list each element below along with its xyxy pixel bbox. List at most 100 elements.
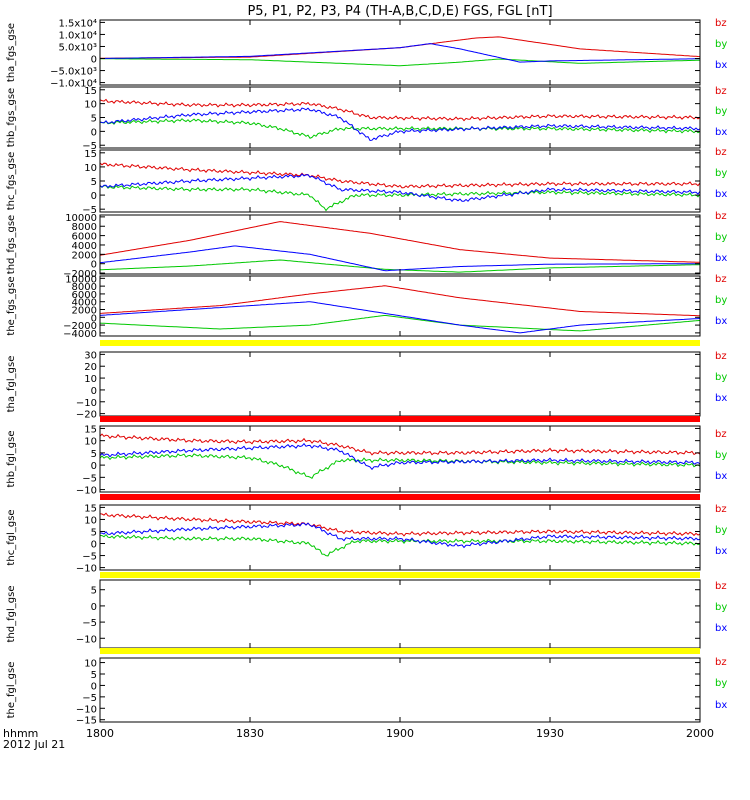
y-tick-label: −5.0x10³: [50, 67, 97, 78]
y-tick-label: 5: [91, 670, 97, 681]
legend-entry-bx: bx: [715, 127, 727, 138]
x-axis: 1800 1830 1900 1930 2000: [86, 727, 714, 740]
y-axis-label: tha_fgs_gse: [6, 23, 17, 82]
y-tick-label: −10: [76, 564, 97, 575]
y-tick-label: −10: [76, 486, 97, 497]
legend-entry-by: by: [715, 232, 727, 243]
legend-entry-bx: bx: [715, 393, 727, 404]
legend-entry-by: by: [715, 295, 727, 306]
y-tick-label: 10000: [65, 213, 97, 224]
y-tick-label: 0: [91, 386, 97, 397]
y-tick-label: −5: [82, 205, 97, 216]
legend-entry-bz: bz: [715, 211, 727, 222]
y-tick-label: 10000: [65, 274, 97, 285]
y-tick-label: 0: [91, 127, 97, 138]
panel-frame: [99, 504, 701, 571]
series-line-bx: [99, 522, 701, 549]
status-bar: [100, 648, 700, 654]
y-tick-label: 0: [91, 681, 97, 692]
series-line-bz: [99, 98, 701, 122]
status-bar: [100, 494, 700, 500]
legend-entry-by: by: [715, 450, 727, 461]
y-tick-label: 2000: [72, 250, 97, 261]
legend-entry-bx: bx: [715, 700, 727, 711]
y-tick-label: −5: [82, 618, 97, 629]
y-tick-label: 2000: [72, 306, 97, 317]
y-tick-label: 0: [91, 461, 97, 472]
y-axis-label: thc_fgs_gse: [6, 152, 17, 211]
y-tick-label: 6000: [72, 232, 97, 243]
y-tick-label: 10: [84, 100, 97, 111]
series-line-bx: [99, 442, 701, 471]
legend-entry-bz: bz: [715, 147, 727, 158]
legend-entry-bz: bz: [715, 18, 727, 29]
x-tick-label: 2000: [686, 727, 714, 740]
y-tick-label: −5: [82, 552, 97, 563]
series-line-bz: [99, 512, 701, 537]
legend-entry-bx: bx: [715, 316, 727, 327]
legend-entry-bx: bx: [715, 471, 727, 482]
y-axis-label: thb_fgs_gse: [6, 88, 17, 147]
y-tick-label: 5: [91, 449, 97, 460]
legend-entry-by: by: [715, 39, 727, 50]
y-tick-label: −1.0x10⁴: [50, 79, 97, 90]
legend-entry-bz: bz: [715, 657, 727, 668]
y-tick-label: 5: [91, 527, 97, 538]
y-tick-label: −2000: [63, 269, 97, 280]
y-tick-label: 0: [91, 602, 97, 613]
y-tick-label: 10: [84, 163, 97, 174]
y-tick-label: 8000: [72, 282, 97, 293]
y-tick-label: −5: [82, 693, 97, 704]
y-tick-label: 15: [84, 86, 97, 97]
series-line-by: [99, 533, 701, 557]
y-tick-label: 5: [91, 586, 97, 597]
y-tick-label: 15: [84, 149, 97, 160]
y-tick-label: 8000: [72, 222, 97, 233]
legend-entry-by: by: [715, 168, 727, 179]
panel-frame: [99, 579, 701, 649]
y-tick-label: −5: [82, 141, 97, 152]
series-line-bz: [99, 221, 701, 263]
y-tick-label: 30: [84, 350, 97, 361]
y-axis-label: thd_fgs_gse: [6, 215, 17, 274]
y-tick-label: −2000: [63, 321, 97, 332]
series-line-bx: [100, 43, 700, 63]
series-line-by: [99, 118, 701, 139]
y-tick-label: 15: [84, 503, 97, 514]
status-bar: [100, 416, 700, 422]
y-tick-label: 10: [84, 659, 97, 670]
chart-title: P5, P1, P2, P3, P4 (TH-A,B,C,D,E) FGS, F…: [247, 4, 552, 19]
status-bar: [100, 572, 700, 578]
legend-entry-bx: bx: [715, 623, 727, 634]
panel-frame: [99, 657, 701, 723]
y-tick-label: 0: [91, 313, 97, 324]
panel-frame: [99, 351, 701, 417]
y-tick-label: −5: [82, 473, 97, 484]
legend-entry-bz: bz: [715, 86, 727, 97]
legend-entry-by: by: [715, 525, 727, 536]
series-line-by: [99, 315, 701, 332]
panel-frame: [99, 149, 701, 213]
y-tick-label: −10: [76, 398, 97, 409]
y-tick-label: 15: [84, 424, 97, 435]
x-axis-label-line1: hhmm: [3, 727, 38, 740]
series-line-bz: [99, 162, 701, 189]
y-tick-label: 10: [84, 437, 97, 448]
legend-entry-by: by: [715, 602, 727, 613]
y-axis-label: the_fgs_gse: [6, 276, 17, 335]
series-line-by: [99, 453, 701, 479]
panels: 1.5x10⁴1.0x10⁴5.0x10³0−5.0x10³−1.0x10⁴th…: [6, 18, 727, 727]
legend-entry-by: by: [715, 372, 727, 383]
legend-entry-bz: bz: [715, 274, 727, 285]
panel-thc_fgs_gse: 15 10 5 0 −5 thc_fgs_gse bz by bx: [6, 147, 727, 216]
series-line-bx: [99, 301, 701, 334]
y-tick-label: 5: [91, 114, 97, 125]
panel-frame: [99, 19, 701, 86]
x-tick-label: 1930: [536, 727, 564, 740]
